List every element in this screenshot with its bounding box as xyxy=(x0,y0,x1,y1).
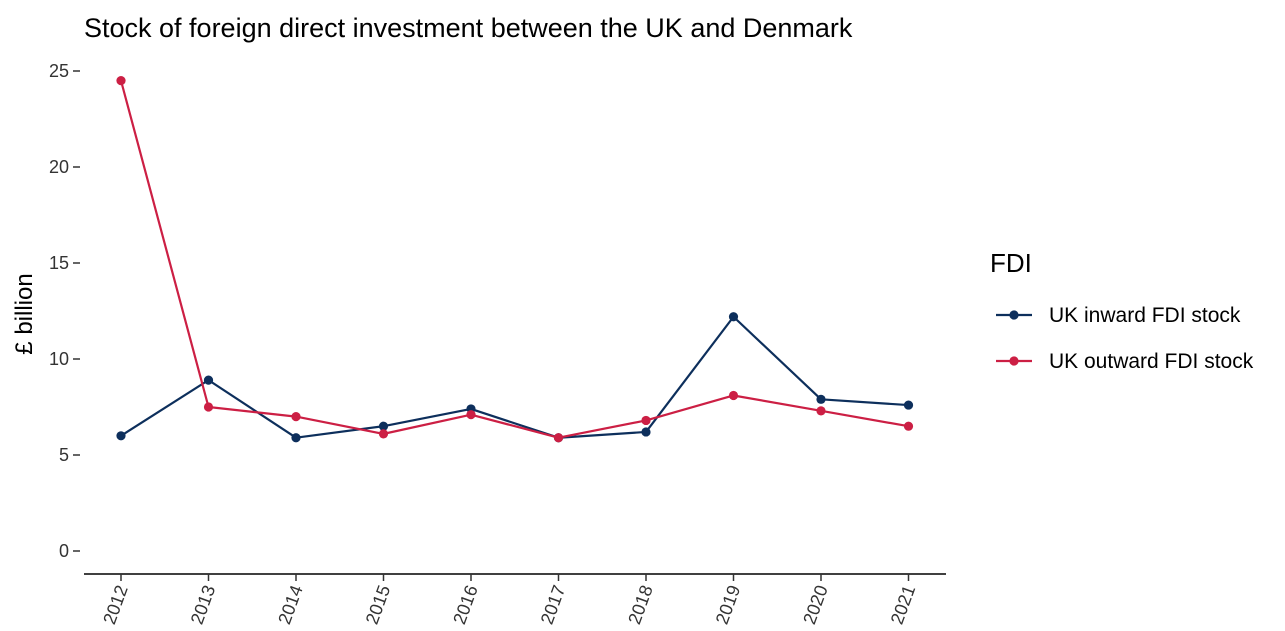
series-line-outward xyxy=(119,80,909,439)
legend-title: FDI xyxy=(990,248,1032,278)
data-point-inward xyxy=(816,394,826,404)
data-point-inward xyxy=(116,431,126,441)
y-tick-label: 10 xyxy=(49,349,69,369)
legend: FDI UK inward FDI stock UK outward FDI st… xyxy=(990,248,1254,373)
data-point-inward xyxy=(378,421,389,431)
x-tick-label: 2015 xyxy=(362,583,394,627)
legend-key-point xyxy=(1009,310,1019,320)
data-point-outward xyxy=(553,433,564,443)
x-tick-label: 2020 xyxy=(799,583,831,627)
data-point-outward xyxy=(203,402,214,412)
x-tick-label: 2021 xyxy=(887,583,919,627)
axes: 0 5 10 15 20 25 2012 2013 2014 2015 2016 2017 2018 20… xyxy=(49,61,946,627)
legend-label: UK outward FDI stock xyxy=(1049,350,1254,373)
legend-key-point xyxy=(1009,356,1019,366)
data-point-outward xyxy=(641,415,651,426)
y-tick-label: 15 xyxy=(49,253,69,273)
x-tick-label: 2017 xyxy=(537,583,569,627)
chart-title: Stock of foreign direct investment betwe… xyxy=(84,13,853,43)
data-point-outward xyxy=(903,421,914,431)
data-point-outward xyxy=(728,390,739,401)
data-point-inward xyxy=(203,375,214,385)
data-point-outward xyxy=(466,410,476,420)
data-point-inward xyxy=(728,312,739,322)
data-point-outward xyxy=(116,76,126,86)
x-tick-label: 2016 xyxy=(449,583,481,627)
x-tick-label: 2014 xyxy=(274,583,306,627)
y-tick-label: 25 xyxy=(49,61,69,81)
data-point-inward xyxy=(903,400,914,410)
x-tick-label: 2013 xyxy=(187,583,219,627)
y-tick-label: 0 xyxy=(59,541,69,561)
data-point-outward xyxy=(378,429,389,439)
y-tick-label: 20 xyxy=(49,157,69,177)
x-tick-label: 2012 xyxy=(99,583,131,627)
y-tick-label: 5 xyxy=(59,445,69,465)
data-point-inward xyxy=(641,427,651,437)
x-tick-label: 2019 xyxy=(712,583,744,627)
x-tick-label: 2018 xyxy=(624,583,656,627)
plot-area xyxy=(116,76,914,443)
data-point-outward xyxy=(291,412,301,422)
data-point-inward xyxy=(291,433,301,443)
y-axis-title: £ billion xyxy=(11,273,38,354)
series-line-inward xyxy=(120,315,909,439)
data-point-outward xyxy=(816,406,826,416)
legend-label: UK inward FDI stock xyxy=(1049,304,1241,327)
